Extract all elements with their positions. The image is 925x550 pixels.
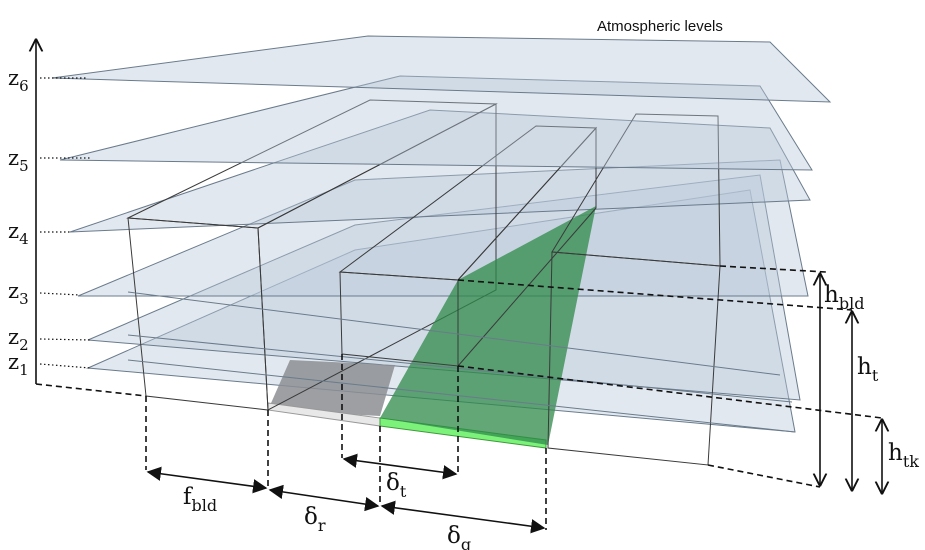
h-bld-label: hbld [824, 282, 864, 313]
h-tk-label: htk [888, 440, 919, 471]
level-label-z6: z6 [8, 66, 29, 95]
level-label-z2: z2 [8, 325, 29, 354]
ground-shadow [268, 360, 395, 416]
plane-z5 [59, 75, 813, 171]
delta-g-label: δg [447, 523, 471, 550]
plane-z6 [51, 35, 832, 103]
plane-z2-overline [127, 334, 793, 403]
plane-z4 [69, 109, 811, 233]
dimension-labels: fbld δr δt δg hbld ht htk [183, 282, 919, 550]
level-label-z4: z4 [8, 219, 29, 248]
level-label-z5: z5 [8, 146, 29, 175]
tree-trunk-shadow [380, 206, 596, 445]
plane-z2 [87, 174, 801, 401]
atmospheric-levels-upper [51, 35, 832, 433]
level-label-z3: z3 [8, 279, 29, 308]
f-bld-label: fbld [183, 484, 217, 515]
f-bld-arrow [146, 466, 268, 494]
level-label-z1: z1 [8, 350, 29, 379]
plane-z3-overline [127, 291, 781, 376]
atmospheric-levels-title: Atmospheric levels [597, 18, 723, 35]
delta-r-label: δr [304, 504, 326, 535]
delta-r-arrow [268, 484, 380, 512]
delta-t-label: δt [386, 470, 407, 501]
plane-z1-overline [127, 359, 796, 433]
delta-g-arrow [380, 500, 546, 534]
level-leaders [39, 77, 92, 369]
level-labels: z6 z5 z4 z3 z2 z1 [8, 66, 29, 379]
h-t-label: ht [857, 354, 879, 385]
delta-t-arrow [342, 453, 458, 480]
dimension-arrows [146, 274, 882, 534]
